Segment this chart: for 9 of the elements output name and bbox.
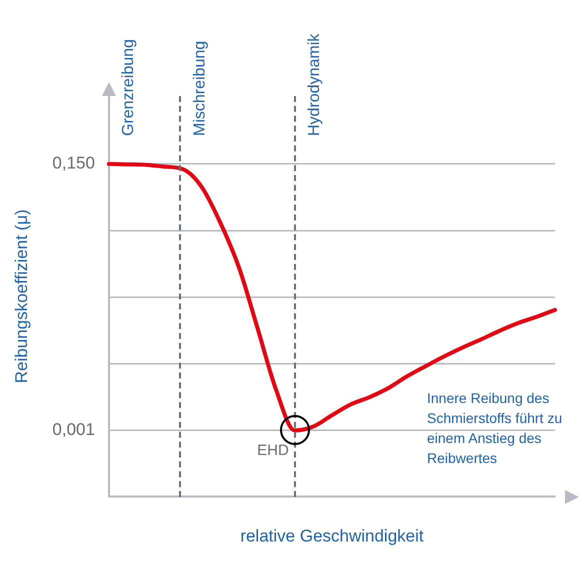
annotation: Hydrodynamik [306, 32, 323, 136]
y-tick-label: 0,150 [52, 154, 95, 173]
x-axis-title: relative Geschwindigkeit [240, 526, 424, 546]
y-tick-label: 0,001 [52, 420, 95, 440]
annotation: Innere Reibung des Schmierstoffs führt zu einem Anstieg des Reibwertes [427, 389, 564, 468]
annotation: EHD [257, 442, 289, 460]
annotation: Mischreibung [191, 40, 208, 136]
annotation: Grenzreibung [120, 39, 137, 136]
y-axis-title: Reibungskoeffizient (μ) [12, 209, 31, 384]
